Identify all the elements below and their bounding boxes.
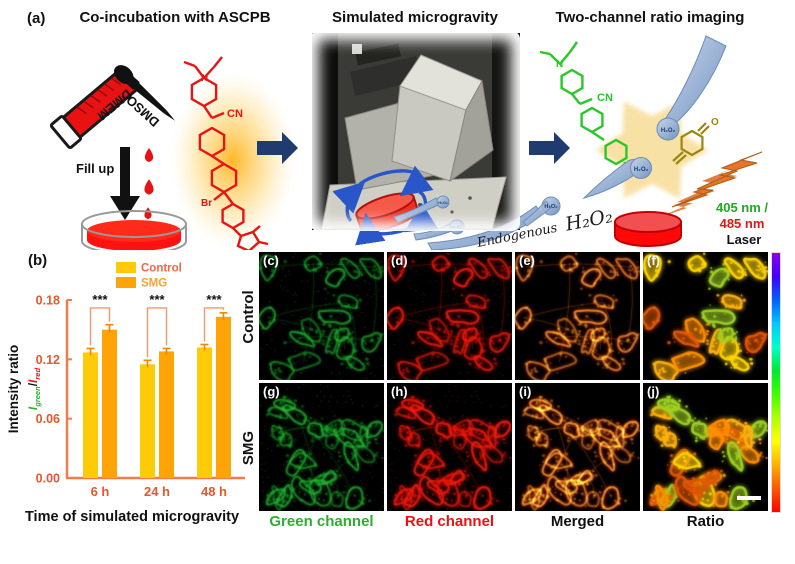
ascpb-molecule xyxy=(183,56,269,250)
rotating-dish xyxy=(332,165,439,246)
laser-405-label: 405 nm / xyxy=(716,200,768,215)
quinone-o-label: O xyxy=(711,117,719,128)
sig-stars: *** xyxy=(149,292,165,307)
sig-stars: *** xyxy=(92,292,108,307)
h2o2-cones xyxy=(582,35,727,199)
micrograph-image-merged xyxy=(515,383,640,511)
sig-stars: *** xyxy=(206,292,222,307)
arrow-middle-to-right xyxy=(529,132,570,164)
sig-bracket xyxy=(203,307,225,342)
arrow-left-to-middle xyxy=(257,132,298,164)
h2o2-bubble-label: H₂O₂ xyxy=(544,204,558,210)
x-tick-label: 24 h xyxy=(144,484,170,499)
micrograph-grid: (c) (d) (e) (f) (g) (h) (i) (j) xyxy=(259,252,768,511)
h2o2-bubble-label: H₂O₂ xyxy=(438,200,448,205)
micrograph-panel-h: (h) xyxy=(387,383,512,511)
molecule-cn-label: CN xyxy=(227,108,243,120)
micrograph-image-merged xyxy=(515,252,640,380)
panel-letter: (j) xyxy=(647,384,660,399)
panel-a-illustration: N CN Br DMEM DMSO Fill up xyxy=(49,33,768,250)
fill-arrow xyxy=(110,147,140,220)
micrograph-image-red xyxy=(387,252,512,380)
micrograph-panel-i: (i) xyxy=(515,383,640,511)
panel-b-label: (b) xyxy=(28,252,48,269)
micrograph-panel-c: (c) xyxy=(259,252,384,380)
x-axis-title: Time of simulated microgravity xyxy=(25,509,239,525)
intensity-ratio-chart: 0.00 0.06 0.12 0.18 *** 6 h *** 24 h *** 48 h Cont… xyxy=(6,262,245,525)
y-tick-label: 0.12 xyxy=(36,353,60,367)
micrograph-panel-g: (g) xyxy=(259,383,384,511)
section-title-ratio-imaging: Two-channel ratio imaging xyxy=(555,9,745,26)
panel-a-label: (a) xyxy=(27,10,46,27)
molecule-n-label: N xyxy=(201,73,208,84)
panel-letter: (c) xyxy=(263,253,279,268)
bar-SMG-6 h xyxy=(102,329,117,478)
fill-up-label: Fill up xyxy=(76,161,114,176)
y-axis-title: Intensity ratio xyxy=(6,345,21,434)
y-tick-label: 0.18 xyxy=(36,294,60,308)
y-tick-label: 0.00 xyxy=(36,472,60,486)
laser-485-label: 485 nm xyxy=(720,216,765,231)
micrograph-panel-f: (f) xyxy=(643,252,768,380)
h2o2-bubble-label: H₂O₂ xyxy=(661,128,676,134)
green-product-molecule xyxy=(539,41,628,166)
green-n-top-label: N xyxy=(556,59,563,70)
footer-red-channel: Red channel xyxy=(404,513,495,530)
micrograph-image-ratio xyxy=(643,252,768,380)
bar-SMG-24 h xyxy=(159,351,174,478)
panel-letter: (i) xyxy=(519,384,532,399)
micrograph-image-ratio xyxy=(643,383,768,511)
section-title-coincubation: Co-incubation with ASCPB xyxy=(79,9,271,26)
bar-Control-6 h xyxy=(83,352,98,478)
molecule-glow xyxy=(171,72,295,248)
x-tick-label: 48 h xyxy=(201,484,227,499)
quinone-molecule xyxy=(672,122,710,165)
row-label-smg: SMG xyxy=(240,430,257,466)
legend-swatch-Control xyxy=(116,262,136,273)
y-tick-label: 0.06 xyxy=(36,412,60,426)
panel-letter: (e) xyxy=(519,253,535,268)
petri-dish xyxy=(81,210,187,250)
footer-merged: Merged xyxy=(550,513,605,530)
panel-letter: (h) xyxy=(391,384,408,399)
panel-letter: (g) xyxy=(263,384,280,399)
micrograph-image-red xyxy=(387,383,512,511)
h2o2-bubble-label: H₂O₂ xyxy=(634,167,649,173)
y-axis-ratio-label: Igreen/Ired xyxy=(26,368,42,411)
bar-SMG-48 h xyxy=(216,316,231,478)
footer-green-channel: Green channel xyxy=(269,513,374,530)
micrograph-panel-j: (j) xyxy=(643,383,768,511)
molecule-br-label: Br xyxy=(201,198,212,209)
panel-letter: (f) xyxy=(647,253,660,268)
legend-label-SMG: SMG xyxy=(141,278,167,290)
x-tick-label: 6 h xyxy=(91,484,110,499)
section-title-microgravity: Simulated microgravity xyxy=(332,9,498,26)
micrograph-panel-e: (e) xyxy=(515,252,640,380)
laser-label: Laser xyxy=(727,232,762,247)
bar-Control-48 h xyxy=(197,347,212,478)
clinostat-photo xyxy=(312,33,520,230)
row-label-control: Control xyxy=(240,290,257,344)
footer-ratio: Ratio xyxy=(686,513,725,530)
legend-label-Control: Control xyxy=(141,263,182,275)
h2o2-streams xyxy=(393,195,561,250)
red-drops xyxy=(144,148,154,220)
bar-Control-24 h xyxy=(140,364,155,478)
micrograph-image-green xyxy=(259,383,384,511)
panel-letter: (d) xyxy=(391,253,408,268)
laser-bolt xyxy=(671,151,763,208)
dropper-label: DMSO xyxy=(123,92,162,129)
laser-dish xyxy=(614,211,682,247)
ratio-colorbar xyxy=(771,252,781,513)
sig-bracket xyxy=(146,307,168,358)
sig-bracket xyxy=(89,307,111,346)
micrograph-panel-d: (d) xyxy=(387,252,512,380)
micrograph-image-green xyxy=(259,252,384,380)
scale-bar xyxy=(737,496,761,500)
legend-swatch-SMG xyxy=(116,277,136,288)
green-cn-label: CN xyxy=(597,92,613,104)
h2o2-bubble-label: H₂O₂ xyxy=(452,225,463,230)
